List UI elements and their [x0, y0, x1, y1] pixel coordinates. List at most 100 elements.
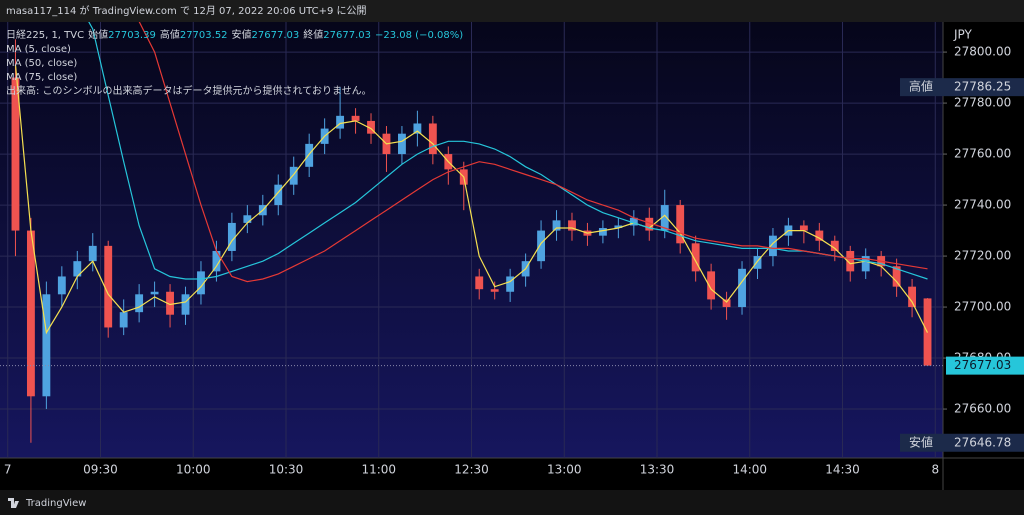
- candle-body: [367, 120, 375, 134]
- x-tick-label: 10:30: [269, 463, 304, 477]
- candle-body: [73, 261, 82, 277]
- candle-body: [305, 143, 314, 167]
- candle-body: [815, 230, 824, 241]
- candle-body: [707, 271, 716, 300]
- price-label-box: [946, 356, 1024, 375]
- candle-body: [413, 123, 422, 134]
- candle-body: [57, 276, 66, 295]
- ohlc-value: 27677.03: [323, 30, 371, 41]
- candle-body: [150, 291, 159, 295]
- candle-body: [119, 312, 128, 328]
- legend-entry: MA (50, close): [6, 58, 77, 69]
- y-tick-label: 27760.00: [954, 147, 1011, 161]
- y-tick-label: 27700.00: [954, 300, 1011, 314]
- candle-body: [104, 245, 113, 328]
- price-label-value: 27677.03: [954, 358, 1011, 372]
- x-tick-label: 12:30: [454, 463, 489, 477]
- price-label-box: [900, 433, 1024, 452]
- x-tick-label: 14:00: [732, 463, 767, 477]
- candle-body: [227, 222, 236, 251]
- candle-body: [135, 294, 144, 313]
- candle-body: [660, 205, 669, 231]
- x-tick-label: 14:30: [825, 463, 860, 477]
- candle-body: [846, 250, 855, 272]
- legend-entry: MA (75, close): [6, 72, 77, 83]
- plot: [0, 22, 943, 458]
- candle-body: [274, 184, 283, 206]
- candle-body: [42, 294, 51, 397]
- price-label-value: 27786.25: [954, 80, 1011, 94]
- candle-body: [614, 225, 623, 229]
- candle-body: [552, 220, 561, 231]
- y-tick-label: 27740.00: [954, 198, 1011, 212]
- candle-body: [212, 250, 221, 272]
- volume-note: 出来高: このシンボルの出来高データはデータ提供元から提供されておりません。: [6, 84, 372, 97]
- candle-body: [598, 228, 607, 236]
- candle-body: [26, 230, 35, 397]
- ma-line: [14, 64, 929, 335]
- y-tick-label: 27660.00: [954, 402, 1011, 416]
- brand: TradingView: [25, 498, 86, 509]
- x-tick-label: 8: [931, 463, 939, 477]
- ohlc-name: 高値: [160, 28, 180, 41]
- candle-body: [243, 215, 252, 223]
- ma-line: [138, 22, 928, 283]
- candle-body: [398, 133, 406, 155]
- candle-body: [428, 123, 437, 155]
- ohlc-value: 27703.52: [180, 30, 228, 41]
- candle-body: [351, 115, 360, 121]
- x-tick-label: 11:00: [361, 463, 396, 477]
- candle-body: [506, 276, 515, 292]
- x-tick-label: 13:30: [640, 463, 675, 477]
- candle-body: [799, 225, 808, 231]
- time-axis: [0, 458, 943, 490]
- x-tick-label: 13:00: [547, 463, 582, 477]
- ohlc-name: 安値: [232, 28, 252, 41]
- currency: JPY: [953, 28, 973, 42]
- price-label-box: [900, 78, 1024, 97]
- candle-body: [691, 243, 700, 272]
- change: −23.08 (−0.08%): [375, 30, 463, 41]
- candle-body: [722, 299, 731, 308]
- candle-body: [490, 289, 499, 292]
- candle-body: [11, 77, 20, 231]
- price-axis: [943, 22, 1024, 490]
- candle-body: [336, 115, 345, 129]
- candle-body: [475, 276, 484, 290]
- ohlc-value: 27703.39: [108, 30, 156, 41]
- ohlc-name: 始値: [88, 28, 108, 41]
- y-tick-label: 27800.00: [954, 45, 1011, 59]
- candle-body: [537, 230, 545, 262]
- x-tick-label: 09:30: [83, 463, 118, 477]
- candle-body: [676, 205, 685, 244]
- publish-info: masa117_114 が TradingView.com で 12月 07, …: [6, 4, 367, 17]
- footer-bar: [0, 490, 1024, 515]
- price-label-value: 27646.78: [954, 435, 1011, 449]
- x-tick-label: 7: [4, 463, 12, 477]
- candle-body: [908, 286, 917, 308]
- y-tick-label: 27780.00: [954, 96, 1011, 110]
- candle-body: [738, 268, 746, 308]
- ohlc-value: 27677.03: [252, 30, 300, 41]
- candle-body: [769, 235, 777, 257]
- candle-body: [88, 245, 97, 262]
- top-bar: [0, 0, 1024, 22]
- price-label-name: 高値: [909, 79, 933, 94]
- candle-body: [861, 256, 870, 272]
- candle-body: [181, 294, 190, 315]
- candle-body: [753, 256, 762, 269]
- ma-line: [88, 22, 928, 280]
- overlay: 27660.0027680.0027700.0027720.0027740.00…: [0, 28, 1024, 477]
- y-tick-label: 27720.00: [954, 249, 1011, 263]
- candle-body: [645, 217, 654, 231]
- candle-body: [197, 271, 205, 295]
- candle-body: [629, 217, 638, 226]
- symbol: 日経225, 1, TVC: [6, 28, 84, 41]
- candle-body: [830, 240, 839, 251]
- candle-body: [892, 266, 901, 287]
- candle-body: [166, 291, 174, 315]
- price-label-name: 安値: [909, 434, 933, 449]
- legend-entry: MA (5, close): [6, 44, 71, 55]
- candle-body: [568, 220, 576, 231]
